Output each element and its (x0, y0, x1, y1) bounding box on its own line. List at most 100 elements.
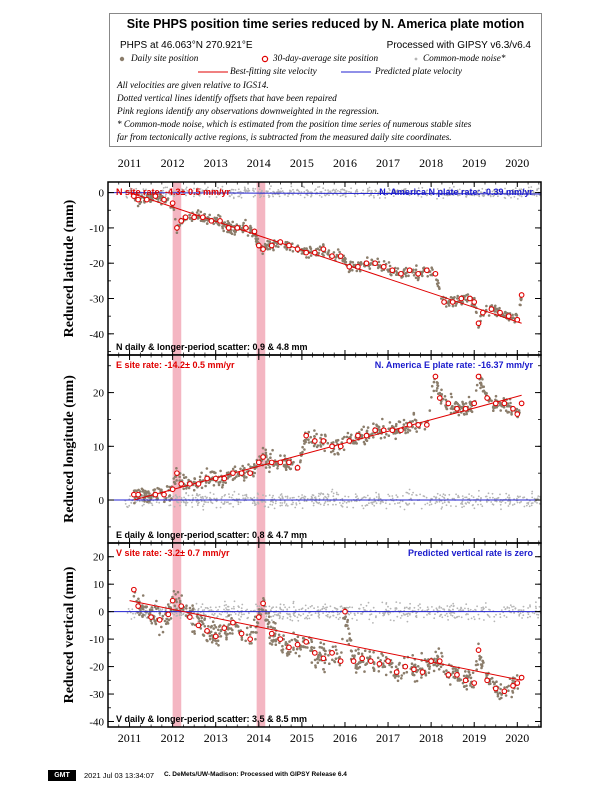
common-mode-point (465, 503, 468, 505)
common-mode-point (253, 190, 255, 193)
common-mode-point (208, 196, 211, 198)
common-mode-point (533, 612, 536, 615)
common-mode-point (248, 612, 250, 615)
average-point (393, 669, 400, 675)
daily-point (231, 467, 235, 471)
common-mode-point (200, 496, 202, 499)
average-point (169, 486, 176, 493)
common-mode-point (349, 191, 352, 194)
common-mode-point (242, 494, 244, 497)
common-mode-point (226, 612, 229, 614)
note-pink: Pink regions identify any observations d… (117, 106, 380, 116)
common-mode-point (509, 189, 512, 192)
daily-point (153, 619, 157, 623)
average-point (423, 267, 430, 274)
common-mode-point (443, 497, 446, 500)
daily-point (200, 486, 204, 490)
plate-rate-label: Predicted vertical rate is zero (408, 548, 534, 558)
common-mode-point (422, 191, 424, 194)
common-mode-point (461, 500, 464, 503)
common-mode-point (481, 505, 484, 508)
common-mode-point (317, 609, 320, 612)
panel-plot-area (108, 355, 541, 543)
daily-point (163, 619, 167, 623)
common-mode-point (262, 494, 264, 497)
common-mode-point (216, 615, 219, 618)
common-mode-point (229, 502, 232, 505)
daily-point (210, 624, 213, 628)
common-mode-point (505, 616, 508, 618)
common-mode-point (145, 612, 148, 615)
daily-point (362, 440, 366, 444)
common-mode-point (379, 498, 382, 500)
common-mode-point (514, 187, 517, 190)
common-mode-point (535, 195, 538, 197)
daily-point (149, 496, 153, 500)
pink-region (172, 182, 182, 355)
common-mode-point (281, 502, 284, 504)
daily-point (440, 651, 443, 655)
daily-point (218, 625, 221, 628)
common-mode-point (415, 612, 418, 615)
daily-point (398, 420, 402, 424)
daily-point (178, 601, 182, 604)
daily-point (477, 326, 480, 329)
common-mode-point (150, 502, 153, 505)
daily-point (203, 618, 206, 621)
common-mode-point (485, 606, 487, 608)
common-mode-point (237, 501, 240, 503)
daily-point (382, 425, 385, 428)
daily-point (360, 435, 364, 439)
common-mode-point (307, 190, 309, 193)
common-mode-point (279, 502, 282, 504)
common-mode-point (396, 191, 399, 194)
daily-point (350, 433, 353, 437)
common-mode-point (142, 188, 145, 191)
average-point (406, 421, 413, 428)
daily-point (270, 639, 273, 642)
daily-point (499, 409, 503, 412)
daily-point (386, 268, 389, 272)
common-mode-point (323, 607, 326, 610)
daily-point (360, 652, 364, 656)
common-mode-point (318, 492, 320, 495)
common-mode-point (304, 617, 306, 620)
daily-point (138, 613, 141, 617)
daily-point (480, 665, 484, 668)
common-mode-point (447, 188, 450, 191)
common-mode-point (525, 504, 528, 507)
common-mode-point (293, 614, 295, 616)
pink-region (172, 355, 182, 543)
common-mode-point (403, 614, 406, 616)
average-point (195, 622, 202, 629)
common-mode-point (527, 189, 530, 192)
common-mode-point (270, 185, 272, 188)
common-mode-point (468, 493, 470, 495)
average-point (436, 395, 443, 401)
common-mode-point (302, 613, 305, 615)
common-mode-point (406, 615, 409, 617)
common-mode-point (159, 608, 162, 611)
daily-point (389, 670, 393, 674)
common-mode-point (202, 190, 205, 193)
common-mode-point (191, 506, 194, 508)
daily-point (307, 441, 311, 444)
daily-point (245, 626, 249, 630)
common-mode-point (438, 615, 441, 618)
daily-point (439, 665, 443, 669)
daily-point (437, 668, 441, 671)
common-mode-point (478, 195, 481, 198)
common-mode-point (199, 188, 202, 190)
average-point (277, 636, 284, 642)
daily-point (469, 682, 472, 686)
common-mode-point (319, 493, 322, 496)
daily-point (333, 660, 336, 663)
daily-point (359, 261, 363, 264)
common-mode-point (496, 190, 498, 193)
daily-point (258, 455, 261, 458)
average-point (389, 267, 396, 274)
common-mode-point (243, 189, 246, 192)
common-mode-point (234, 613, 237, 615)
common-mode-point (185, 492, 188, 495)
average-point (169, 200, 176, 207)
